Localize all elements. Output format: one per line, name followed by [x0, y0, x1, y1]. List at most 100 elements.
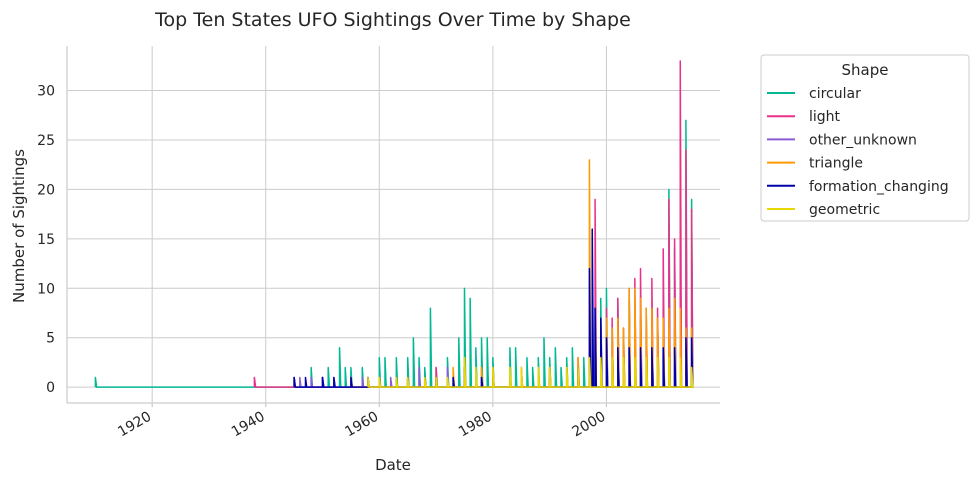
x-tick-label: 1980: [456, 409, 495, 441]
data-point: [662, 317, 664, 319]
data-point: [94, 376, 96, 378]
data-point: [591, 228, 593, 230]
data-point: [691, 208, 693, 210]
y-axis-label: Number of Sightings: [10, 149, 28, 303]
x-tick-label: 1920: [115, 409, 154, 441]
data-point: [486, 337, 488, 339]
legend-label: other_unknown: [809, 132, 917, 148]
data-point: [691, 327, 693, 329]
data-point: [367, 376, 369, 378]
data-point: [543, 337, 545, 339]
data-point: [691, 337, 693, 339]
data-point: [452, 376, 454, 378]
data-point: [390, 376, 392, 378]
data-point: [492, 366, 494, 368]
data-point: [645, 307, 647, 309]
data-point: [668, 198, 670, 200]
data-point: [577, 356, 579, 359]
data-point: [463, 287, 466, 289]
y-axis-ticks: 0 5 10 15 20 25 30: [37, 84, 55, 397]
data-point: [321, 376, 324, 378]
legend-item-circular: circular: [767, 86, 861, 102]
data-point: [673, 347, 676, 349]
data-point: [344, 366, 346, 368]
data-point: [566, 366, 568, 368]
data-point: [537, 366, 539, 368]
data-point: [350, 366, 352, 368]
data-point: [617, 347, 619, 349]
data-point: [673, 238, 676, 240]
series-line: [350, 159, 694, 388]
legend-label: triangle: [809, 156, 863, 172]
series-layer: [94, 60, 694, 388]
data-point: [407, 356, 409, 359]
data-point: [338, 347, 341, 349]
data-point: [639, 347, 642, 349]
data-point: [418, 366, 420, 368]
legend-item-other-unknown: other_unknown: [767, 132, 917, 148]
y-tick-label: 25: [37, 133, 55, 149]
data-point: [691, 366, 693, 368]
data-point: [293, 376, 295, 378]
y-tick-label: 30: [37, 84, 55, 100]
data-point: [691, 198, 693, 200]
chart-title: Top Ten States UFO Sightings Over Time b…: [154, 9, 631, 31]
data-point: [622, 327, 625, 329]
data-point: [327, 366, 329, 368]
data-point: [594, 198, 596, 200]
data-point: [622, 356, 625, 359]
data-point: [634, 277, 636, 279]
data-point: [600, 317, 602, 319]
x-grid: [151, 46, 607, 403]
data-point: [588, 159, 591, 161]
data-point: [611, 327, 613, 329]
data-point: [600, 297, 602, 299]
data-point: [480, 366, 483, 368]
data-point: [560, 366, 562, 368]
data-point: [446, 376, 449, 378]
data-point: [310, 376, 312, 378]
legend-title: Shape: [842, 61, 889, 79]
legend-item-light: light: [767, 109, 841, 125]
data-point: [350, 376, 352, 378]
data-point: [685, 149, 687, 151]
data-point: [480, 376, 483, 378]
series-geometric: [367, 356, 694, 388]
data-point: [634, 356, 636, 359]
data-point: [407, 376, 409, 378]
data-point: [458, 337, 460, 339]
legend-items: circular light other_unknown triangle format…: [767, 86, 949, 218]
data-point: [583, 356, 585, 359]
data-point: [435, 366, 437, 368]
y-grid: [67, 90, 720, 388]
data-point: [378, 376, 380, 378]
data-point: [605, 317, 608, 319]
data-point: [628, 287, 630, 289]
data-point: [304, 376, 307, 378]
data-point: [566, 356, 568, 359]
x-tick-label: 2000: [570, 409, 609, 441]
x-tick-label: 1960: [342, 409, 381, 441]
data-point: [651, 307, 653, 309]
y-tick-label: 10: [37, 281, 55, 297]
data-point: [361, 366, 363, 368]
data-point: [634, 287, 636, 289]
axes: [66, 46, 720, 404]
data-point: [685, 337, 687, 339]
data-point: [651, 347, 653, 349]
data-point: [475, 347, 477, 349]
data-point: [492, 356, 494, 359]
data-point: [685, 119, 687, 121]
data-point: [571, 347, 573, 349]
data-point: [424, 376, 426, 378]
data-point: [435, 376, 437, 378]
data-point: [685, 327, 687, 329]
data-point: [446, 356, 449, 359]
legend: Shape circular light other_unknown triangle…: [760, 54, 970, 222]
data-point: [412, 337, 414, 339]
data-point: [577, 366, 579, 368]
data-point: [429, 307, 432, 309]
data-point: [645, 356, 647, 359]
